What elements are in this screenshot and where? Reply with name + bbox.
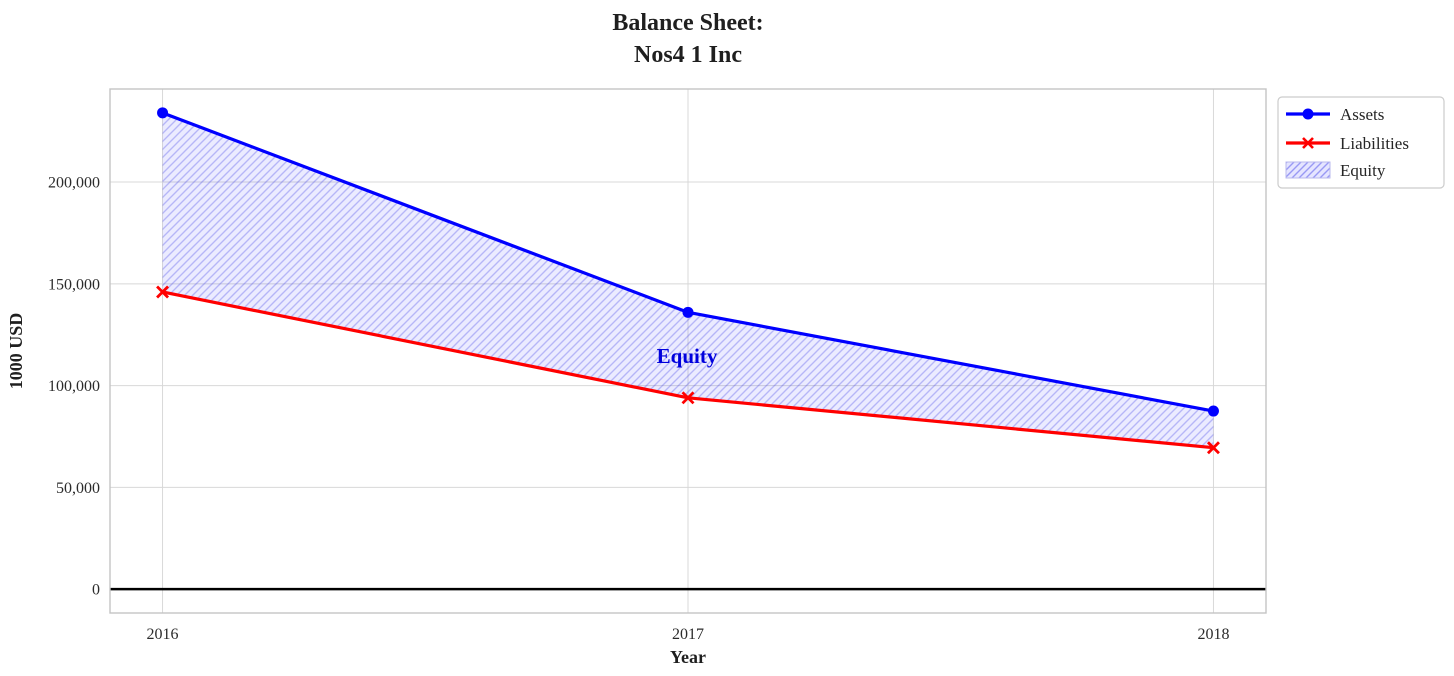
equity-fill-area bbox=[162, 112, 1214, 448]
y-tick-label: 200,000 bbox=[48, 175, 100, 192]
y-tick-label: 150,000 bbox=[48, 276, 100, 293]
x-tick-label: 2018 bbox=[1197, 626, 1229, 643]
x-tick-label: 2016 bbox=[147, 626, 179, 643]
liabilities-legend-marker-icon bbox=[1302, 137, 1314, 149]
equity-legend-swatch-icon bbox=[1285, 161, 1331, 179]
legend-item-liabilities: Liabilities bbox=[1286, 134, 1409, 153]
assets-marker bbox=[157, 107, 169, 119]
y-tick-label: 100,000 bbox=[48, 378, 100, 395]
tick-labels-layer: 0 50,000 100,000 150,000 200,000 2016 2017 2018 bbox=[48, 175, 1229, 643]
series-layer bbox=[110, 107, 1266, 591]
plot-border bbox=[109, 88, 1267, 614]
y-axis-label: 1000 USD bbox=[6, 313, 26, 390]
legend-item-assets: Assets bbox=[1286, 105, 1384, 124]
legend: Assets Liabilities Equity bbox=[1277, 96, 1445, 189]
y-tick-label: 0 bbox=[92, 582, 100, 599]
liabilities-marker bbox=[681, 391, 695, 405]
legend-label-assets: Assets bbox=[1340, 105, 1384, 124]
chart-title-line-1: Balance Sheet: bbox=[612, 10, 763, 36]
legend-label-equity: Equity bbox=[1340, 161, 1386, 180]
liabilities-marker bbox=[156, 285, 170, 299]
x-axis-label: Year bbox=[670, 647, 706, 667]
equity-annotation: Equity bbox=[657, 344, 718, 368]
assets-marker bbox=[682, 306, 694, 318]
chart-title-line-2: Nos4 1 Inc bbox=[634, 42, 742, 68]
equity-fill-layer bbox=[162, 112, 1214, 448]
liabilities-marker bbox=[1206, 441, 1220, 455]
legend-item-equity: Equity bbox=[1285, 161, 1386, 180]
x-tick-label: 2017 bbox=[672, 626, 704, 643]
legend-label-liabilities: Liabilities bbox=[1340, 134, 1409, 153]
y-tick-label: 50,000 bbox=[56, 480, 100, 497]
assets-legend-marker-icon bbox=[1302, 108, 1314, 120]
assets-marker bbox=[1207, 405, 1219, 417]
